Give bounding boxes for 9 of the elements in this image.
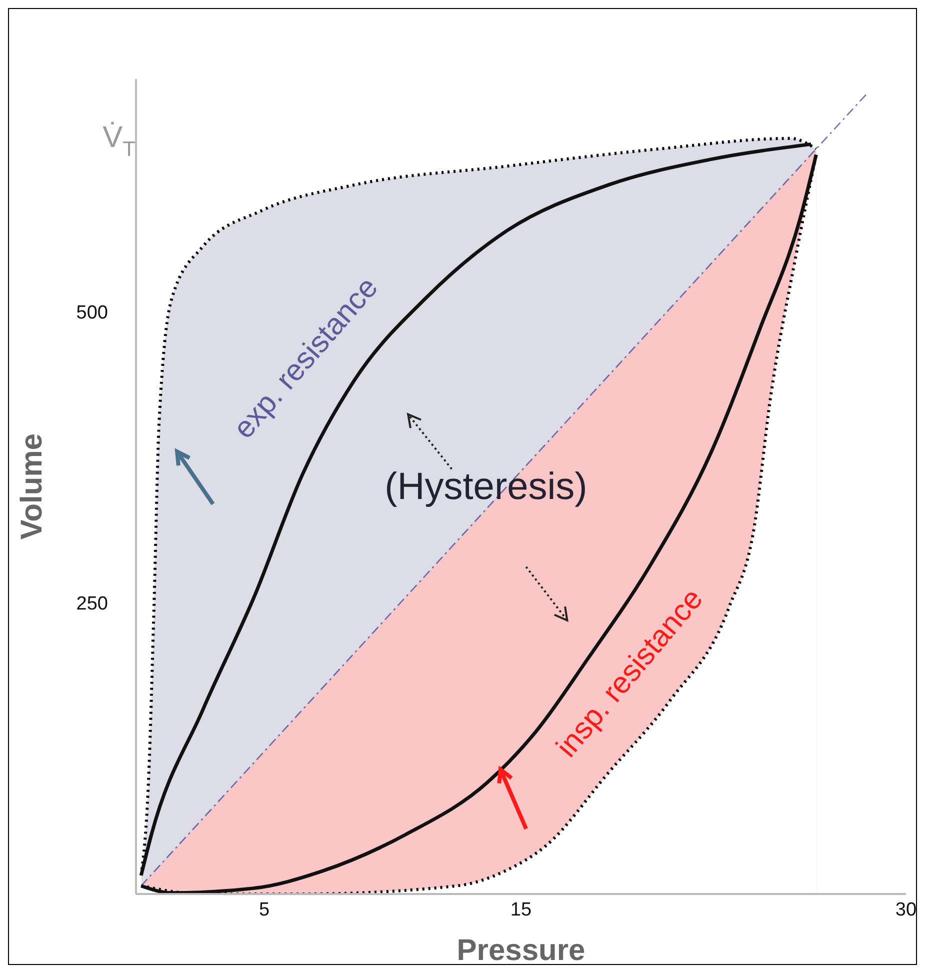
x-tick-label: 15 [510, 899, 532, 920]
y-tick-label: 250 [76, 594, 108, 615]
x-tick-label: 5 [259, 899, 270, 920]
x-axis-title: Pressure [456, 934, 586, 967]
y-tick-label: 500 [76, 302, 108, 324]
x-tick-label: 30 [895, 899, 917, 920]
y-axis-title: Volume [16, 433, 49, 540]
text: V̇$_{T}$ [102, 120, 136, 162]
annotation: (Hysteresis) [384, 466, 588, 508]
